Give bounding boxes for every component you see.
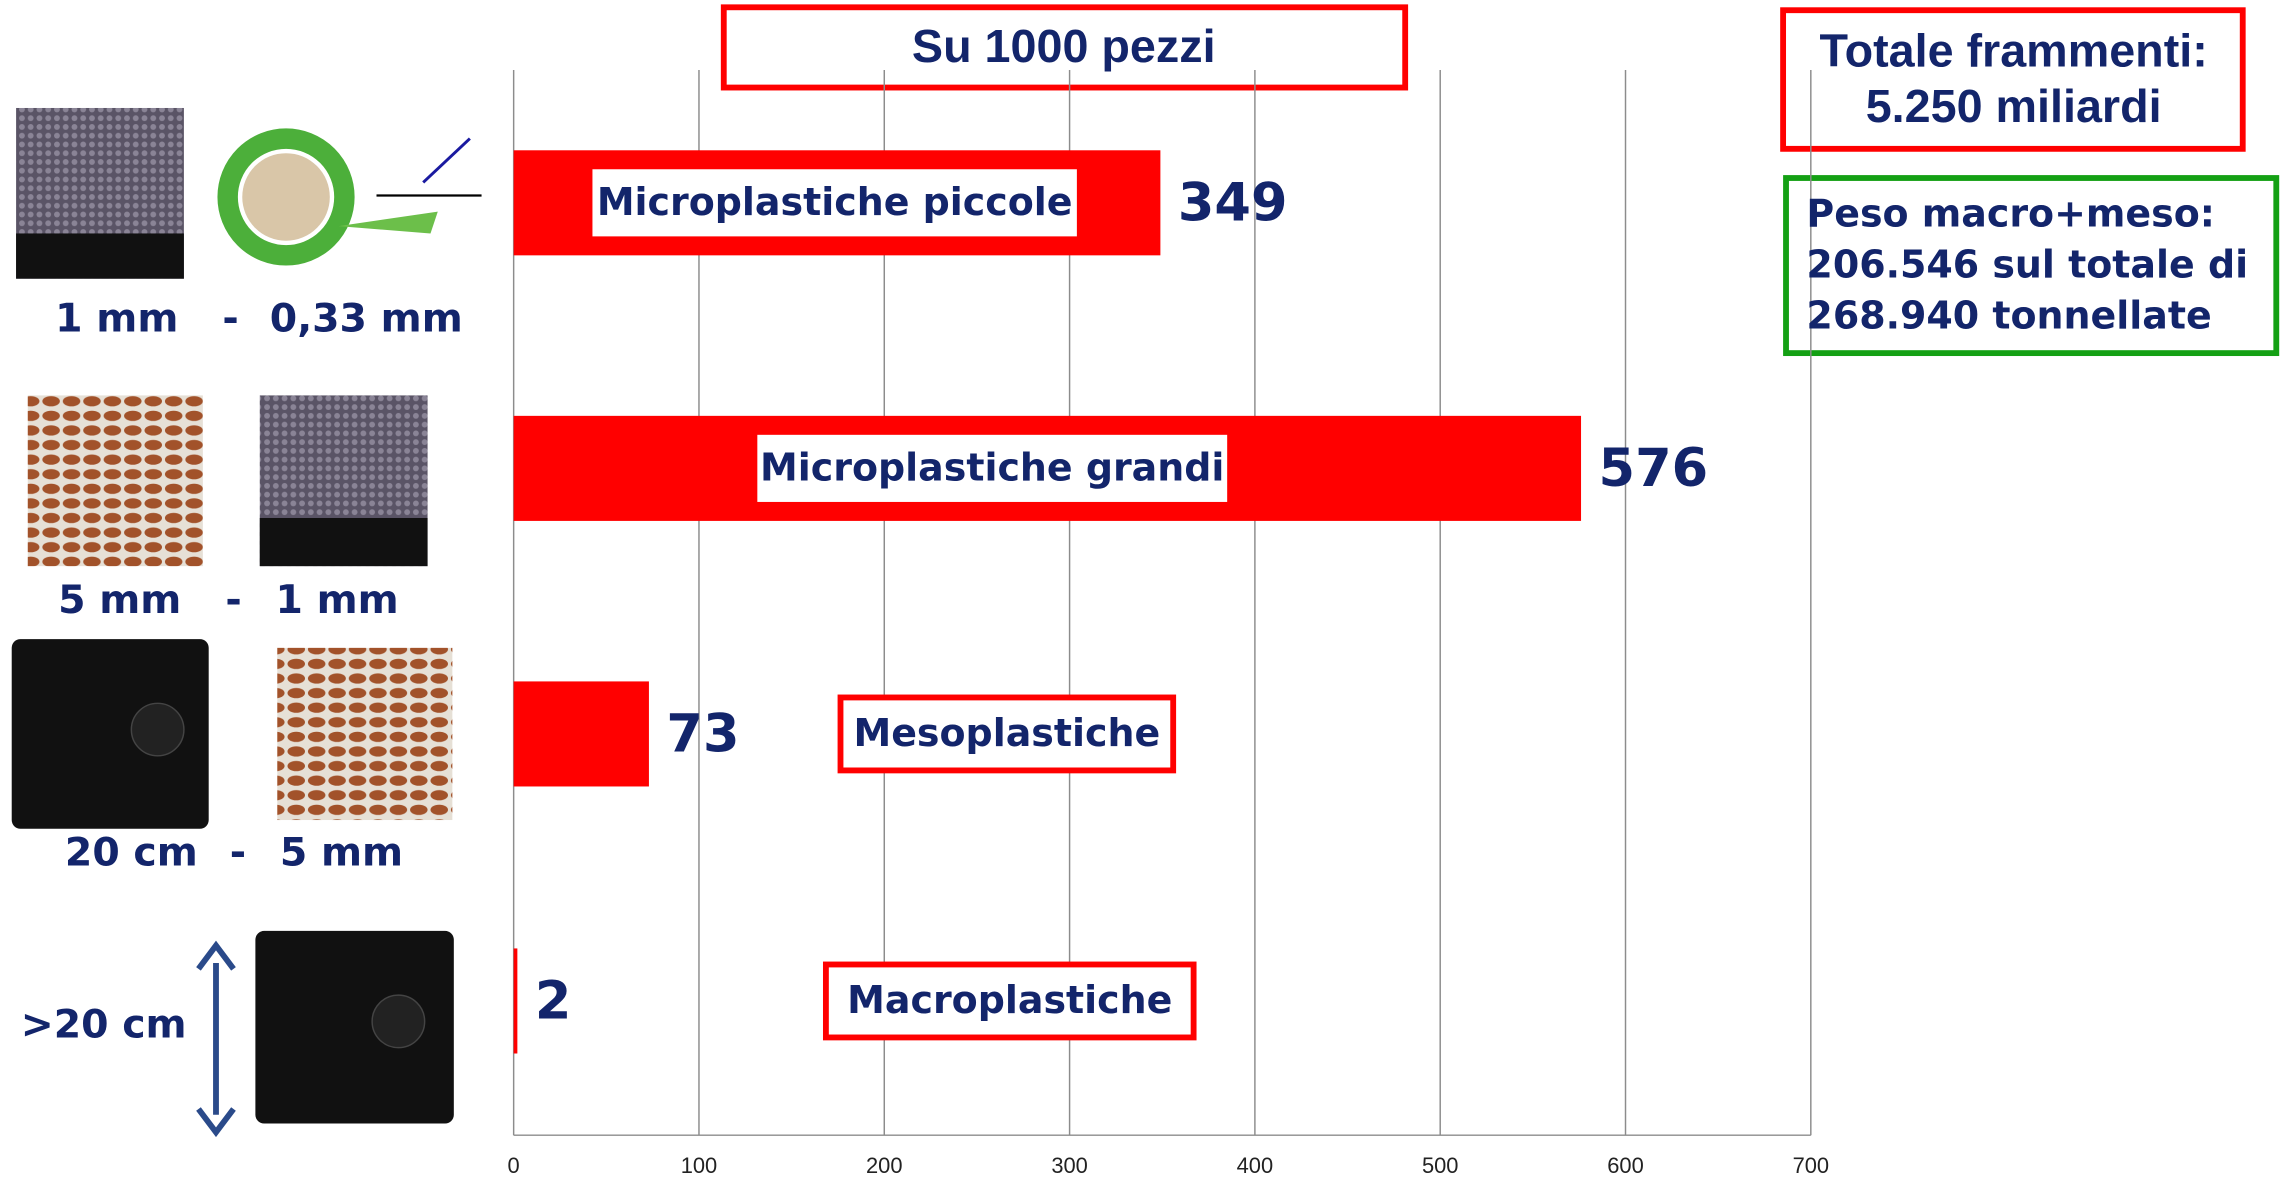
- x-tick-label: 500: [1422, 1153, 1459, 1178]
- x-tick-label: 0: [508, 1153, 520, 1178]
- value-label: 73: [666, 704, 739, 765]
- tape-strip: [339, 212, 438, 234]
- dvd-hub: [131, 703, 184, 756]
- x-tick-label: 600: [1607, 1153, 1644, 1178]
- ruler: [16, 233, 184, 278]
- size-label: 1 mm: [55, 296, 178, 342]
- category-label: Microplastiche grandi: [760, 445, 1224, 489]
- x-tick-label: 200: [866, 1153, 903, 1178]
- weight-annotation: Peso macro+meso:: [1806, 191, 2214, 235]
- chart: Su 1000 pezzi 0 100 200 300 400 500 600 700 349 M…: [0, 0, 2288, 1180]
- value-label: 576: [1599, 438, 1709, 499]
- category-label: Macroplastiche: [847, 978, 1172, 1022]
- size-label: 0,33 mm: [270, 296, 463, 342]
- size-label: -: [225, 577, 241, 623]
- weight-annotation: 268.940 tonnellate: [1806, 294, 2211, 338]
- bar: [514, 948, 518, 1053]
- x-tick-label: 700: [1793, 1153, 1830, 1178]
- x-tick-label: 300: [1051, 1153, 1088, 1178]
- tape-core: [242, 153, 330, 241]
- dvd-hub: [372, 995, 425, 1048]
- size-label: 1 mm: [276, 577, 399, 623]
- chart-title: Su 1000 pezzi: [912, 20, 1216, 72]
- seeds-image: [277, 648, 452, 820]
- total-annotation: 5.250 miliardi: [1866, 80, 2162, 132]
- total-annotation: Totale frammenti:: [1820, 24, 2208, 76]
- category-label: Mesoplastiche: [853, 711, 1160, 755]
- category-label: Microplastiche piccole: [597, 180, 1073, 224]
- page: {"chart_data": {"type": "bar", "orientat…: [0, 0, 2288, 1180]
- size-label: -: [222, 296, 238, 342]
- bar: [514, 681, 649, 786]
- x-tick-label: 400: [1237, 1153, 1274, 1178]
- weight-annotation: 206.546 sul totale di: [1806, 243, 2248, 287]
- size-label: >20 cm: [21, 1002, 187, 1048]
- size-label: 5 mm: [280, 830, 403, 876]
- arrow: [423, 139, 470, 183]
- value-label: 349: [1178, 172, 1288, 233]
- value-label: 2: [535, 971, 572, 1032]
- seeds-image: [28, 395, 203, 566]
- size-label: 20 cm: [65, 830, 198, 876]
- size-label: 5 mm: [58, 577, 181, 623]
- ruler: [260, 518, 428, 566]
- size-label: -: [230, 830, 246, 876]
- x-tick-label: 100: [681, 1153, 718, 1178]
